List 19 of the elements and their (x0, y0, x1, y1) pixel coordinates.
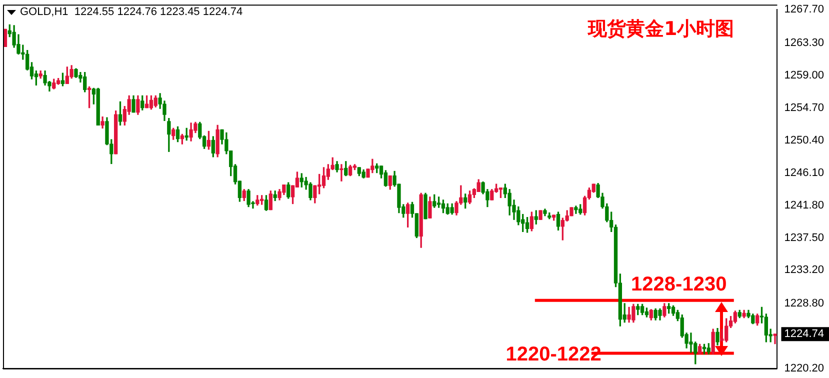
y-tick-label: 1241.80 (784, 199, 824, 212)
y-tick-label: 1233.20 (784, 264, 824, 276)
candlestick (340, 164, 344, 182)
y-tick-label: 1220.20 (784, 362, 824, 374)
y-tick-label: 1254.70 (784, 102, 824, 114)
y-tick-label: 1250.40 (784, 134, 824, 146)
y-tick-label: 1246.10 (784, 166, 824, 179)
chart-subtitle: GOLD,H1 1224.55 1224.76 1223.45 1224.74 (20, 6, 243, 18)
y-tick-label: 1228.80 (784, 297, 824, 310)
y-tick-label: 1267.70 (784, 4, 824, 16)
text: 现货黄金1小时图 (588, 17, 734, 42)
y-tick-label: 1224.74 (784, 328, 824, 340)
candlestick (720, 328, 724, 342)
candlestick (773, 334, 777, 344)
y-tick-label: 1259.00 (784, 69, 824, 82)
annotation: 1228-1230 (631, 273, 727, 296)
annotation: 1220-1222 (506, 343, 602, 366)
y-tick-label: 1237.50 (784, 232, 824, 244)
y-tick-label: 1263.30 (784, 36, 824, 49)
